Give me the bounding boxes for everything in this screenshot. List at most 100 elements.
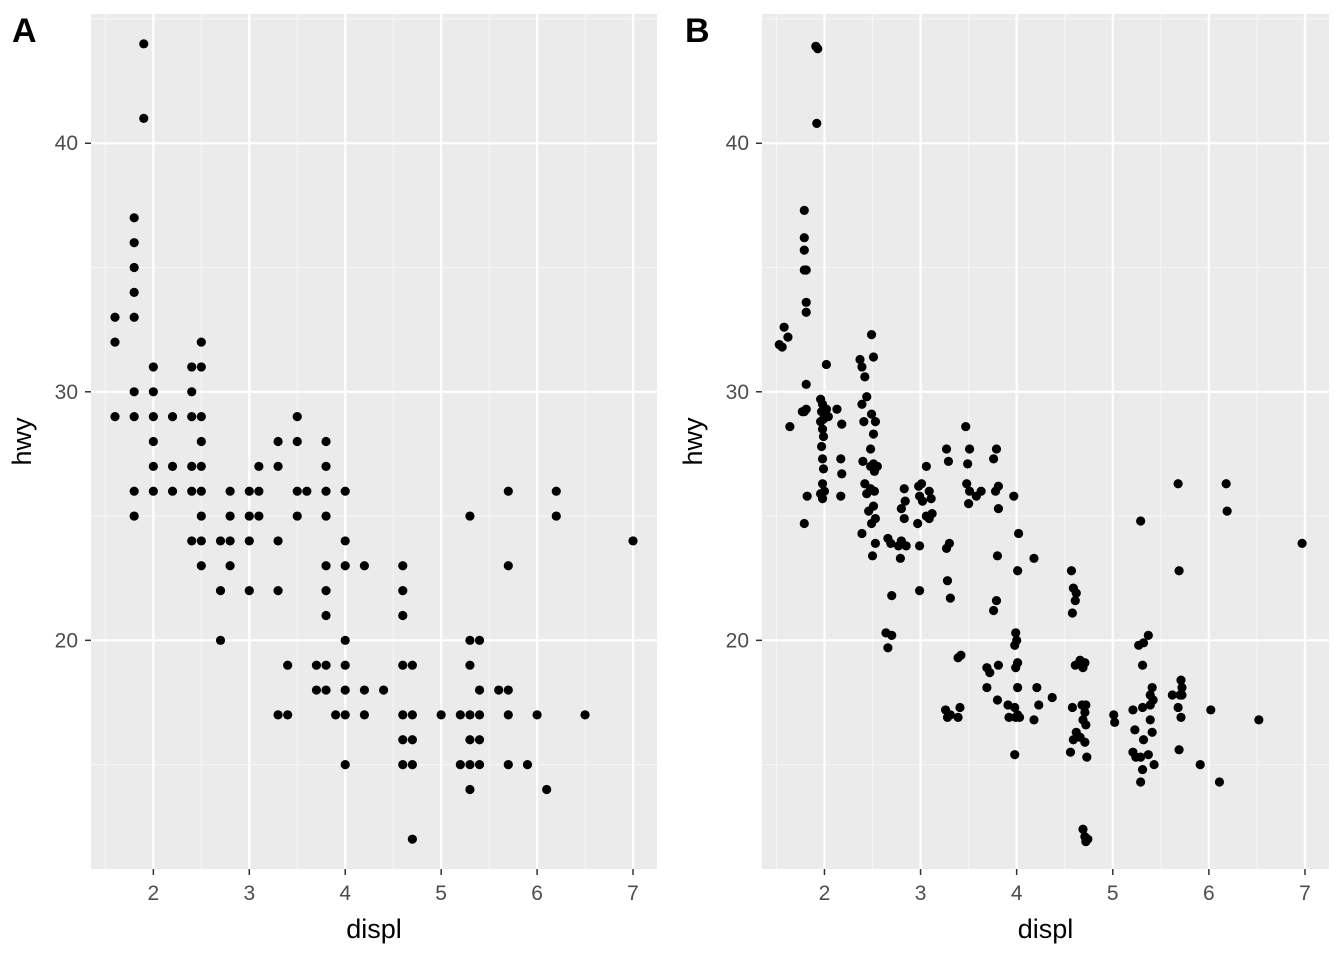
data-point bbox=[801, 297, 811, 307]
data-point bbox=[1136, 777, 1146, 787]
data-point bbox=[139, 113, 149, 123]
data-point bbox=[916, 479, 927, 489]
panel-tag: A bbox=[12, 12, 37, 50]
data-point bbox=[799, 205, 809, 215]
data-point bbox=[865, 444, 876, 454]
data-point bbox=[1032, 682, 1042, 693]
data-point bbox=[1080, 707, 1090, 718]
data-point bbox=[503, 760, 513, 770]
data-point bbox=[985, 668, 995, 678]
data-point bbox=[503, 710, 513, 720]
data-point bbox=[1047, 692, 1057, 703]
panel-a: 2 3 4 5 6 7 20 30 40 displ hwy A bbox=[7, 12, 657, 944]
data-point bbox=[813, 44, 823, 54]
data-point bbox=[816, 441, 827, 452]
x-tick-label: 4 bbox=[1011, 882, 1023, 905]
data-point bbox=[961, 421, 971, 432]
data-point bbox=[311, 660, 322, 670]
data-point bbox=[953, 712, 963, 722]
data-point bbox=[167, 412, 178, 422]
data-point bbox=[110, 412, 120, 422]
x-tick-label: 5 bbox=[435, 882, 447, 905]
data-point bbox=[927, 508, 937, 519]
data-point bbox=[1138, 638, 1149, 648]
data-point bbox=[866, 409, 877, 419]
data-point bbox=[989, 454, 999, 464]
data-point bbox=[777, 342, 787, 352]
data-point bbox=[283, 660, 293, 670]
data-point bbox=[1143, 630, 1153, 640]
data-point bbox=[1221, 479, 1231, 489]
data-point bbox=[129, 238, 139, 248]
data-point bbox=[359, 710, 370, 720]
x-tick-label: 4 bbox=[339, 882, 351, 905]
data-point bbox=[870, 417, 881, 427]
data-point bbox=[817, 479, 828, 489]
data-point bbox=[398, 561, 408, 571]
data-point bbox=[1136, 516, 1146, 526]
data-point bbox=[273, 586, 283, 596]
data-point bbox=[866, 330, 877, 340]
data-point bbox=[1029, 715, 1039, 725]
data-point bbox=[129, 511, 139, 521]
data-point bbox=[196, 362, 206, 372]
data-point bbox=[340, 660, 350, 670]
data-point bbox=[993, 504, 1004, 514]
data-point bbox=[1065, 747, 1076, 757]
data-point bbox=[551, 511, 561, 521]
data-point bbox=[982, 682, 992, 693]
data-point bbox=[129, 312, 139, 322]
data-point bbox=[503, 685, 513, 695]
x-tick-label: 2 bbox=[148, 882, 160, 905]
data-point bbox=[964, 486, 975, 496]
data-point bbox=[991, 444, 1002, 454]
data-point bbox=[196, 511, 206, 521]
data-point bbox=[474, 760, 485, 770]
data-point bbox=[215, 536, 226, 546]
data-point bbox=[340, 685, 350, 695]
data-point bbox=[302, 486, 312, 496]
data-point bbox=[215, 586, 226, 596]
data-point bbox=[398, 660, 408, 670]
data-point bbox=[963, 459, 973, 469]
data-point bbox=[915, 541, 925, 551]
data-point bbox=[167, 461, 178, 471]
data-point bbox=[945, 710, 955, 720]
y-tick-label: 40 bbox=[726, 132, 749, 155]
data-point bbox=[1012, 635, 1022, 645]
data-point bbox=[887, 630, 897, 640]
data-point bbox=[503, 561, 513, 571]
y-tick-label: 20 bbox=[55, 629, 78, 652]
data-point bbox=[398, 710, 408, 720]
data-point bbox=[465, 735, 475, 745]
data-point bbox=[899, 484, 909, 494]
data-point bbox=[311, 685, 322, 695]
data-point bbox=[273, 461, 283, 471]
data-point bbox=[1067, 608, 1078, 618]
data-point bbox=[244, 536, 254, 546]
data-point bbox=[273, 536, 283, 546]
data-point bbox=[465, 635, 475, 645]
data-point bbox=[1214, 777, 1225, 787]
data-point bbox=[148, 486, 158, 496]
data-point bbox=[1177, 682, 1187, 693]
data-point bbox=[1173, 479, 1183, 489]
data-point bbox=[1009, 491, 1019, 501]
data-point bbox=[340, 635, 350, 645]
data-point bbox=[836, 454, 846, 464]
data-point bbox=[1029, 553, 1039, 563]
data-point bbox=[254, 486, 264, 496]
data-point bbox=[129, 262, 139, 273]
data-point bbox=[818, 431, 829, 442]
x-tick-label: 5 bbox=[1107, 882, 1119, 905]
data-point bbox=[862, 392, 872, 402]
data-point bbox=[1011, 663, 1021, 673]
data-point bbox=[474, 685, 485, 695]
data-point bbox=[990, 486, 1001, 496]
data-point bbox=[129, 486, 139, 496]
data-point bbox=[465, 660, 475, 670]
data-point bbox=[924, 486, 934, 496]
data-point bbox=[407, 760, 417, 770]
data-point bbox=[801, 379, 811, 389]
data-point bbox=[1010, 750, 1020, 760]
